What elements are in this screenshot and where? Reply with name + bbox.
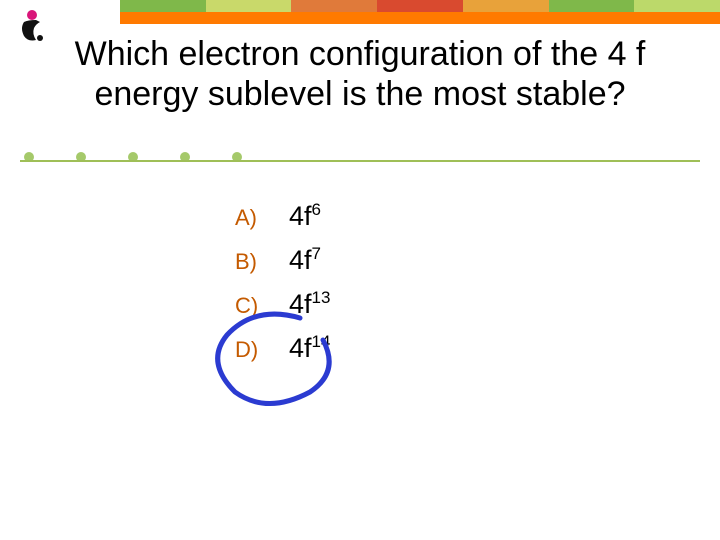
option-row: B)4f7 — [235, 244, 330, 276]
banner-segment — [377, 0, 463, 12]
option-base: 4f — [289, 245, 312, 275]
options-list: A)4f6B)4f7C)4f13D)4f14 — [235, 200, 330, 376]
option-label: C) — [235, 293, 289, 319]
option-base: 4f — [289, 333, 312, 363]
banner-segment — [634, 0, 720, 12]
question-text: Which electron configuration of the 4 f … — [30, 34, 690, 114]
option-row: D)4f14 — [235, 332, 330, 364]
option-label: B) — [235, 249, 289, 275]
option-value: 4f6 — [289, 200, 321, 232]
option-superscript: 7 — [312, 244, 321, 263]
option-superscript: 13 — [312, 288, 331, 307]
option-superscript: 6 — [312, 200, 321, 219]
banner-segment — [463, 0, 549, 12]
banner-segment — [206, 0, 292, 12]
option-row: A)4f6 — [235, 200, 330, 232]
banner-segment — [549, 0, 635, 12]
banner-segment — [291, 0, 377, 12]
option-label: D) — [235, 337, 289, 363]
option-base: 4f — [289, 201, 312, 231]
option-value: 4f13 — [289, 288, 330, 320]
top-banner — [120, 0, 720, 12]
option-value: 4f14 — [289, 332, 330, 364]
orange-bar — [120, 12, 720, 24]
option-value: 4f7 — [289, 244, 321, 276]
option-superscript: 14 — [312, 332, 331, 351]
banner-segment — [120, 0, 206, 12]
option-label: A) — [235, 205, 289, 231]
title-underline — [20, 160, 700, 162]
option-base: 4f — [289, 289, 312, 319]
option-row: C)4f13 — [235, 288, 330, 320]
